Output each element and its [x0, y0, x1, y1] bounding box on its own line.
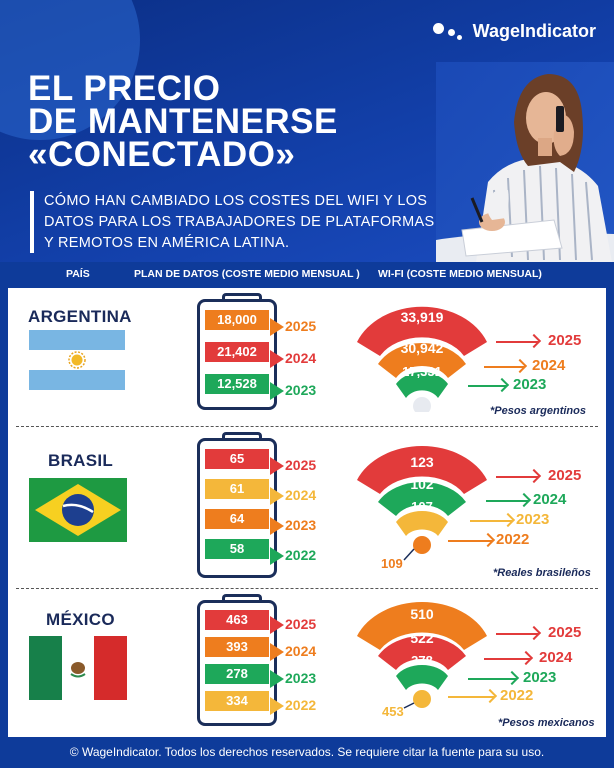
subtitle: CÓMO HAN CAMBIADO LOS COSTES DEL WIFI Y … — [44, 193, 435, 251]
data-cell: 334 — [205, 691, 269, 711]
brand-logo: WageIndicator — [432, 20, 596, 42]
brazil-flag-icon — [29, 478, 127, 542]
arrow-icon — [448, 696, 494, 698]
year-label: 2024 — [539, 649, 573, 666]
data-cell: 58 — [205, 539, 269, 559]
country-name: MÉXICO — [46, 610, 115, 629]
currency-note: *Pesos mexicanos — [498, 717, 595, 729]
arrow-icon — [486, 500, 528, 502]
section-brasil: BRASIL 65 61 64 58 2025 2024 2023 2022 — [8, 430, 606, 588]
arrow-icon — [468, 385, 506, 387]
arrow-icon — [496, 633, 538, 635]
year-label: 2025 — [548, 624, 582, 641]
logo-dots-icon — [432, 20, 467, 42]
wifi-signal-icon — [357, 306, 487, 412]
wifi-value: 107 — [411, 499, 433, 514]
data-cell: 21,402 — [205, 342, 269, 362]
year-label: 2025 — [285, 318, 317, 334]
year-label: 2024 — [285, 487, 317, 503]
wifi-value: 522 — [410, 630, 434, 646]
wifi-value: 123 — [410, 454, 434, 470]
data-cell: 61 — [205, 479, 269, 499]
year-label: 2024 — [285, 350, 317, 366]
header-wifi: WI-FI (COSTE MEDIO MENSUAL) — [378, 268, 542, 280]
country-name: BRASIL — [48, 451, 114, 470]
section-divider — [16, 588, 598, 589]
woman-on-phone-photo — [436, 62, 614, 262]
wifi-value: 378 — [411, 653, 433, 668]
year-label: 2023 — [513, 376, 547, 393]
year-label: 2022 — [285, 697, 317, 713]
header-data-plan: PLAN DE DATOS (COSTE MEDIO MENSUAL ) — [134, 268, 360, 280]
data-cell: 18,000 — [205, 310, 269, 330]
title-line: DE MANTENERSE — [28, 102, 338, 141]
wifi-value: 453 — [382, 704, 404, 719]
arrow-icon — [484, 366, 524, 368]
wifi-value: 109 — [381, 556, 403, 571]
data-cell: 65 — [205, 449, 269, 469]
year-label: 2025 — [548, 467, 582, 484]
wifi-value: 33,919 — [400, 309, 444, 325]
year-label: 2023 — [516, 511, 550, 528]
section-mexico: MÉXICO 463 393 278 334 2025 2024 2023 20… — [8, 592, 606, 737]
arrow-icon — [496, 341, 538, 343]
brand-name: WageIndicator — [472, 20, 596, 41]
data-plan-battery: 463 393 278 334 — [197, 600, 277, 726]
arrow-icon — [484, 658, 530, 660]
title-line: EL PRECIO — [28, 69, 221, 108]
page-title: EL PRECIO DE MANTENERSE «CONECTADO» — [28, 69, 338, 174]
column-headers: PAÍS PLAN DE DATOS (COSTE MEDIO MENSUAL … — [0, 262, 614, 288]
country-name: ARGENTINA — [28, 307, 132, 326]
year-label: 2024 — [532, 357, 566, 374]
title-line: «CONECTADO» — [28, 135, 296, 174]
wifi-value: 510 — [410, 606, 434, 622]
data-cell: 64 — [205, 509, 269, 529]
year-label: 2022 — [500, 687, 534, 704]
wifi-value: 102 — [410, 476, 434, 492]
arrow-icon — [496, 476, 538, 478]
year-label: 2023 — [285, 670, 317, 686]
wifi-signal-icon — [357, 602, 487, 709]
data-plan-battery: 18,000 21,402 12,528 — [197, 299, 277, 410]
mexico-flag-icon — [29, 636, 127, 700]
wifi-value: 17,331 — [402, 364, 442, 379]
year-label: 2025 — [285, 616, 317, 632]
footer-copyright: © WageIndicator. Todos los derechos rese… — [69, 745, 545, 759]
year-label: 2022 — [285, 547, 317, 563]
section-argentina: ARGENTINA 18,000 21,402 12,528 2025 2024… — [8, 288, 606, 426]
year-label: 2023 — [285, 517, 317, 533]
year-label: 2025 — [285, 457, 317, 473]
wifi-signal-icon — [357, 446, 487, 561]
data-cell: 463 — [205, 610, 269, 630]
year-label: 2024 — [285, 643, 317, 659]
subtitle-accent-bar — [30, 191, 34, 253]
arrow-icon — [448, 540, 492, 542]
arrow-icon — [468, 678, 516, 680]
currency-note: *Pesos argentinos — [490, 405, 586, 417]
data-cell: 12,528 — [205, 374, 269, 394]
year-label: 2023 — [523, 669, 557, 686]
header-country: PAÍS — [66, 268, 90, 280]
hero-banner: WageIndicator EL PRECIO DE MANTENERSE «C… — [0, 0, 614, 262]
year-label: 2022 — [496, 531, 530, 548]
argentina-flag-icon — [29, 330, 125, 390]
year-label: 2024 — [533, 491, 567, 508]
year-label: 2023 — [285, 382, 317, 398]
comparison-panel: ARGENTINA 18,000 21,402 12,528 2025 2024… — [8, 288, 606, 737]
year-label: 2025 — [548, 332, 582, 349]
currency-note: *Reales brasileños — [493, 567, 591, 579]
data-cell: 393 — [205, 637, 269, 657]
data-cell: 278 — [205, 664, 269, 684]
data-plan-battery: 65 61 64 58 — [197, 438, 277, 578]
arrow-icon — [470, 520, 512, 522]
wifi-value: 30,942 — [400, 340, 444, 356]
section-divider — [16, 426, 598, 427]
